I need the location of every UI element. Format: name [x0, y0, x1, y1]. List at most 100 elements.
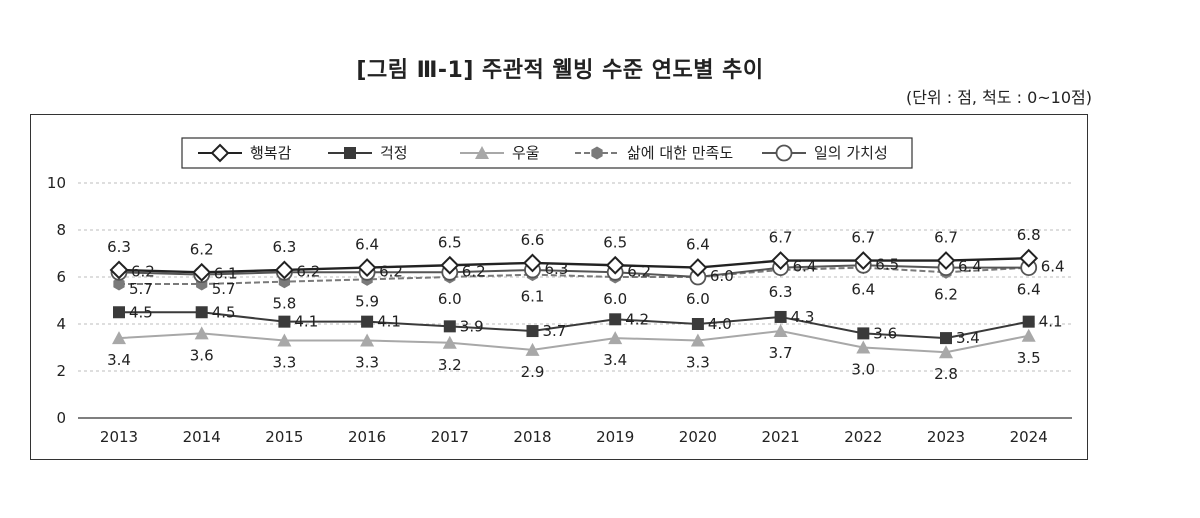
data-point	[360, 333, 375, 347]
data-point	[278, 315, 291, 328]
data-point	[361, 315, 374, 328]
x-tick-label: 2019	[596, 428, 634, 446]
data-label: 6.4	[1041, 258, 1065, 276]
data-label: 6.4	[686, 236, 710, 254]
data-label: 6.0	[438, 290, 462, 308]
data-label: 3.4	[956, 329, 980, 347]
unit-note: (단위 : 점, 척도 : 0~10점)	[905, 88, 1092, 107]
data-label: 3.0	[851, 361, 875, 379]
data-point	[690, 333, 705, 347]
data-label: 6.5	[603, 233, 627, 251]
data-label: 5.9	[355, 292, 379, 310]
chart-title: [그림 Ⅲ-1] 주관적 웰빙 수준 연도별 추이	[356, 58, 764, 83]
data-point	[939, 345, 953, 359]
legend-label: 일의 가치성	[814, 144, 888, 162]
legend-marker	[775, 144, 793, 162]
data-label: 6.0	[686, 290, 710, 308]
data-label: 6.7	[851, 229, 875, 247]
data-label: 6.2	[934, 285, 958, 303]
y-tick-label: 8	[56, 221, 66, 239]
data-point	[525, 342, 540, 356]
data-point	[1019, 248, 1039, 268]
legend-label: 우울	[512, 144, 540, 162]
legend-marker	[591, 146, 603, 160]
data-label: 6.8	[1017, 226, 1041, 244]
data-point	[109, 260, 129, 280]
data-point	[357, 258, 377, 278]
series-line-3	[119, 266, 1029, 286]
data-label: 6.4	[793, 258, 817, 276]
data-point	[771, 251, 791, 270]
data-point	[113, 306, 125, 319]
data-label: 2.8	[934, 365, 958, 383]
data-point	[112, 331, 126, 345]
data-point	[1021, 328, 1036, 342]
data-label: 6.2	[462, 262, 486, 280]
data-label: 3.6	[873, 324, 897, 342]
data-label: 6.2	[627, 262, 651, 280]
data-label: 4.2	[625, 310, 649, 328]
x-tick-label: 2017	[431, 428, 469, 446]
data-label: 3.9	[460, 317, 484, 335]
data-label: 5.7	[212, 280, 236, 298]
y-tick-label: 4	[56, 315, 66, 333]
data-label: 4.5	[129, 303, 153, 321]
data-point	[936, 251, 956, 270]
data-label: 3.4	[603, 351, 627, 369]
series-line-2	[118, 330, 1029, 354]
data-label: 3.6	[190, 346, 214, 364]
x-tick-label: 2016	[348, 428, 386, 446]
data-label: 2.9	[521, 363, 545, 381]
data-point	[773, 324, 788, 338]
data-point	[691, 318, 704, 330]
x-tick-label: 2022	[844, 428, 882, 446]
data-label: 6.5	[875, 255, 899, 273]
legend-marker	[344, 147, 356, 159]
data-label: 6.2	[379, 262, 403, 280]
data-label: 3.3	[686, 353, 710, 371]
data-point	[1022, 315, 1035, 328]
data-label: 6.6	[521, 231, 545, 249]
series-line-4	[118, 264, 1029, 279]
data-point	[192, 262, 212, 282]
data-label: 6.3	[272, 238, 296, 256]
data-label: 3.3	[355, 353, 379, 371]
data-label: 6.4	[1017, 281, 1041, 299]
data-label: 3.7	[769, 344, 793, 362]
series-line-1	[119, 311, 1029, 340]
data-label: 6.2	[296, 262, 320, 280]
data-point	[688, 258, 708, 278]
legend-marker	[475, 146, 489, 159]
data-label: 3.5	[1017, 349, 1041, 367]
data-label: 4.3	[791, 308, 815, 326]
data-label: 6.7	[934, 229, 958, 247]
data-point	[774, 310, 787, 323]
x-tick-label: 2018	[513, 428, 551, 446]
y-tick-label: 0	[56, 409, 66, 427]
data-point	[853, 251, 873, 270]
legend-label: 삶에 대한 만족도	[627, 144, 733, 162]
data-label: 6.3	[545, 260, 569, 278]
data-point	[113, 277, 125, 291]
data-label: 6.7	[769, 229, 793, 247]
data-label: 6.0	[603, 290, 627, 308]
data-label: 4.5	[212, 303, 236, 321]
data-label: 6.4	[958, 258, 982, 276]
x-tick-label: 2023	[927, 428, 965, 446]
chart-frame	[30, 114, 1088, 460]
x-tick-label: 2013	[100, 428, 138, 446]
data-label: 6.1	[521, 288, 545, 306]
data-label: 3.3	[272, 353, 296, 371]
data-label: 4.1	[377, 313, 401, 331]
data-point	[856, 340, 871, 354]
y-tick-label: 10	[47, 174, 66, 192]
data-point	[857, 327, 870, 340]
data-point	[442, 335, 457, 349]
data-label: 3.7	[543, 322, 567, 340]
series-line-0	[118, 257, 1029, 274]
data-point	[277, 333, 292, 347]
x-tick-label: 2021	[762, 428, 800, 446]
x-tick-label: 2020	[679, 428, 717, 446]
data-label: 6.0	[710, 267, 734, 285]
